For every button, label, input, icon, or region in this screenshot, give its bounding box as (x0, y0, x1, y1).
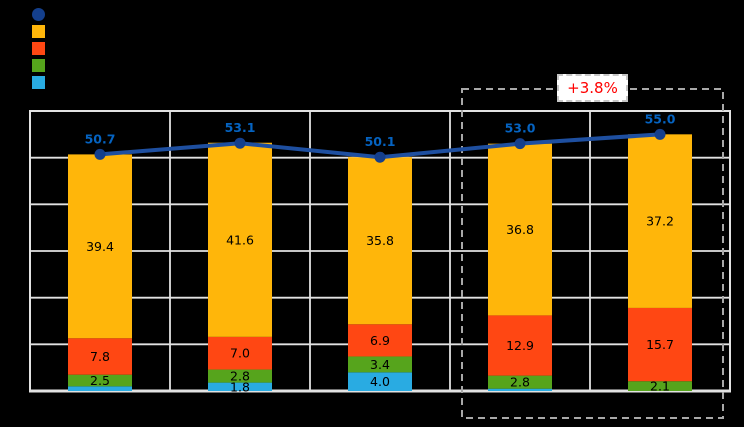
segment-value-label: 7.8 (90, 349, 110, 364)
segment-lightblue-legend-swatch-icon (32, 76, 45, 89)
line-marker (94, 148, 106, 160)
segment-value-label: 12.9 (506, 338, 534, 353)
line-value-label: 50.7 (85, 131, 116, 146)
bar-segment-red (628, 307, 692, 382)
segment-value-label: 6.9 (370, 333, 390, 348)
bar-segment-red (488, 315, 552, 376)
segment-value-label: 4.0 (370, 374, 390, 389)
segment-value-label: 1.8 (230, 379, 250, 394)
segment-value-label: 36.8 (506, 222, 534, 237)
line-marker (514, 138, 526, 150)
segment-value-label: 15.7 (646, 337, 674, 352)
legend-item-segment-orange (32, 25, 45, 38)
legend-item-total-line (32, 8, 45, 21)
line-value-label: 50.1 (365, 134, 396, 149)
bar-segment-lightblue (348, 372, 412, 391)
segment-value-label: 3.4 (370, 357, 390, 372)
segment-value-label: 2.1 (650, 379, 670, 394)
annotation-label: +3.8% (567, 79, 618, 97)
bar-segment-orange (208, 142, 272, 337)
bar-segment-orange (68, 154, 132, 339)
bar-segment-green (488, 375, 552, 389)
segment-value-label: 2.8 (510, 375, 530, 390)
bar-segment-orange (488, 143, 552, 316)
bar-segment-lightblue (488, 388, 552, 391)
bar-segment-red (68, 338, 132, 375)
segment-value-label: 41.6 (226, 232, 254, 247)
legend-item-segment-green (32, 59, 45, 72)
bar-segment-lightblue (208, 382, 272, 391)
segment-value-label: 37.2 (646, 214, 674, 229)
line-value-label: 55.0 (645, 111, 676, 126)
bar-segment-red (208, 336, 272, 370)
bar-segment-green (68, 374, 132, 387)
highlight-region (461, 88, 724, 419)
bar-segment-green (628, 381, 692, 391)
line-marker (234, 137, 246, 149)
segment-red-legend-swatch-icon (32, 42, 45, 55)
segment-value-label: 7.0 (230, 346, 250, 361)
bar-segment-lightblue (68, 386, 132, 391)
line-marker (654, 128, 666, 140)
annotation-box: +3.8% (557, 74, 628, 102)
line-marker (374, 151, 386, 163)
line-value-label: 53.0 (505, 121, 536, 136)
bar-segment-red (348, 324, 412, 357)
segment-value-label: 2.8 (230, 369, 250, 384)
bar-segment-green (348, 356, 412, 373)
legend-item-segment-lightblue (32, 76, 45, 89)
segment-value-label: 39.4 (86, 239, 114, 254)
bar-segment-green (208, 369, 272, 383)
segment-orange-legend-swatch-icon (32, 25, 45, 38)
legend-item-segment-red (32, 42, 45, 55)
segment-value-label: 2.5 (90, 373, 110, 388)
total-line-legend-swatch-icon (32, 8, 45, 21)
bar-segment-orange (628, 134, 692, 308)
bar-segment-orange (348, 157, 412, 325)
segment-value-label: 35.8 (366, 233, 394, 248)
segment-green-legend-swatch-icon (32, 59, 45, 72)
line-value-label: 53.1 (225, 120, 256, 135)
chart-legend (32, 8, 45, 89)
